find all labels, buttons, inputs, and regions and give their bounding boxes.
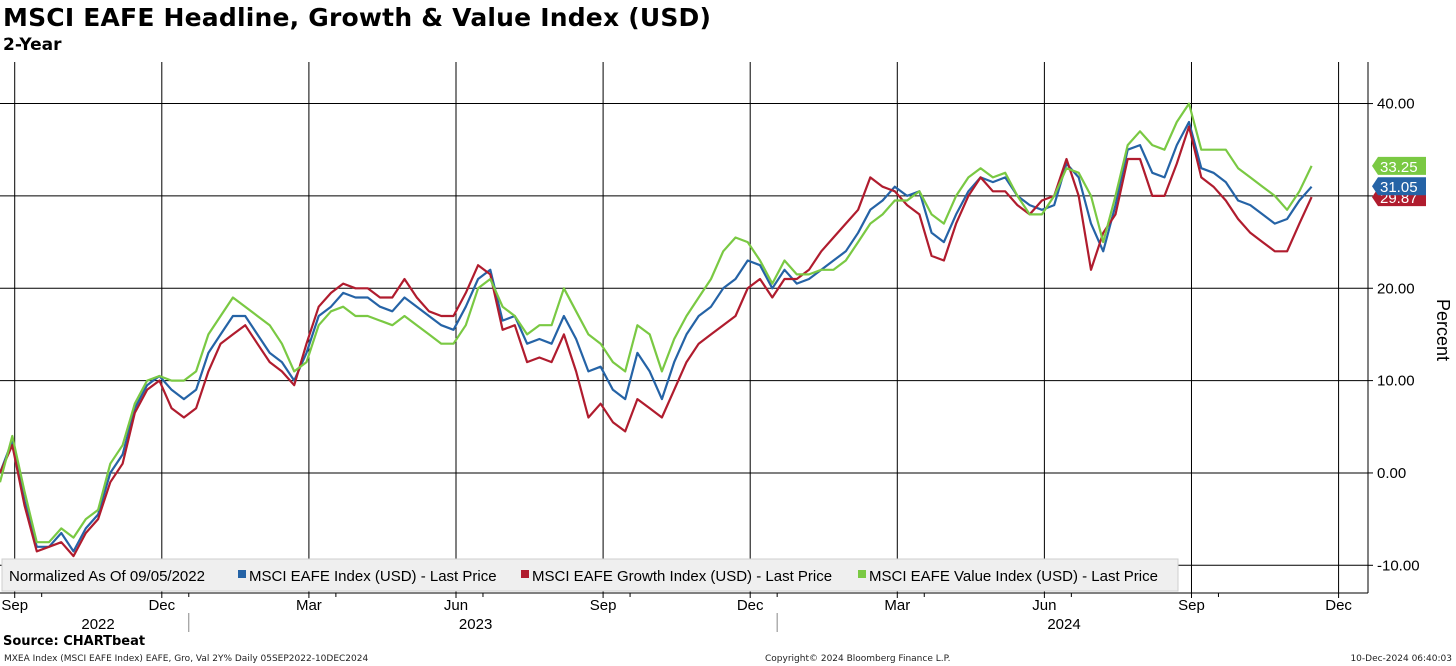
x-tick-label: Sep: [1178, 597, 1205, 614]
y-tick-label: 0.00: [1377, 465, 1406, 482]
y-tick-label: 20.00: [1377, 280, 1415, 297]
last-value-label: 31.05: [1380, 179, 1418, 196]
series-line: [0, 102, 1313, 544]
legend-prefix: Normalized As Of 09/05/2022: [9, 568, 205, 585]
last-value-marker: 31.05: [1372, 177, 1426, 196]
copyright-note: Copyright© 2024 Bloomberg Finance L.P.: [765, 654, 951, 664]
last-value-tag: [1372, 156, 1426, 175]
x-tick-label: Dec: [737, 597, 764, 614]
legend-swatch: [858, 570, 866, 578]
last-value-tag: [1372, 177, 1426, 196]
legend-swatch: [521, 570, 529, 578]
x-tick-label: Mar: [296, 597, 322, 614]
x-tick-label: Jun: [1032, 597, 1056, 614]
source-note: Source: CHARTbeat: [3, 634, 146, 649]
series-line: [0, 120, 1313, 553]
legend-label: MSCI EAFE Index (USD) - Last Price: [249, 568, 497, 585]
y-tick-label: -10.00: [1377, 557, 1420, 574]
year-label: 2022: [81, 616, 114, 633]
timestamp: 10-Dec-2024 06:40:03: [1350, 654, 1452, 664]
page-title: MSCI EAFE Headline, Growth & Value Index…: [3, 3, 712, 32]
ticker-line: MXEA Index (MSCI EAFE Index) EAFE, Gro, …: [4, 654, 369, 664]
x-tick-label: Jun: [444, 597, 468, 614]
last-value-label: 33.25: [1380, 159, 1418, 176]
y-tick-label: 40.00: [1377, 96, 1415, 113]
x-tick-label: Sep: [1, 597, 28, 614]
last-value-marker: 33.25: [1372, 156, 1426, 176]
x-tick-label: Dec: [1325, 597, 1352, 614]
y-tick-label: 10.00: [1377, 373, 1415, 390]
legend-label: MSCI EAFE Value Index (USD) - Last Price: [869, 568, 1158, 585]
x-tick-label: Dec: [148, 597, 175, 614]
x-tick-label: Mar: [884, 597, 910, 614]
legend-label: MSCI EAFE Growth Index (USD) - Last Pric…: [532, 568, 832, 585]
x-tick-label: Sep: [590, 597, 617, 614]
year-label: 2023: [459, 616, 492, 633]
legend-box: [1, 558, 1179, 592]
page-subtitle: 2-Year: [3, 35, 62, 55]
legend-swatch: [238, 570, 246, 578]
year-label: 2024: [1047, 616, 1080, 633]
y-axis-label: Percent: [1433, 299, 1453, 361]
series-line: [0, 125, 1313, 558]
